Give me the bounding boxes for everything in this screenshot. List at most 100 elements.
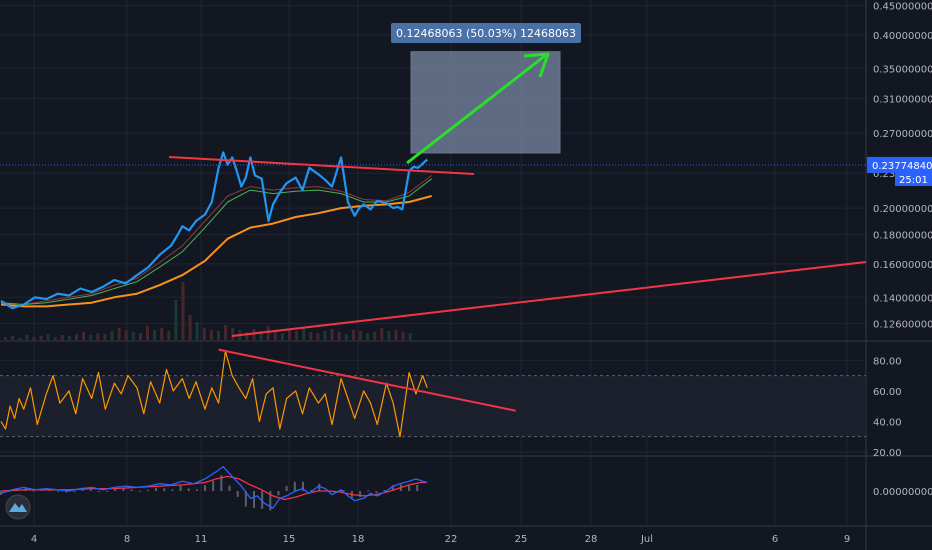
volume-bar: [224, 325, 228, 340]
volume-bar: [124, 330, 128, 340]
macd-histogram-bar: [73, 491, 76, 492]
price-axis-tick: 0.27000000: [873, 129, 932, 140]
price-axis-tick: 0.18000000: [873, 230, 932, 241]
time-axis-tick: 4: [31, 534, 37, 545]
volume-bar: [408, 333, 412, 340]
price-series-line-0: [0, 151, 428, 310]
volume-bar: [302, 328, 306, 340]
volume-bar: [273, 332, 277, 340]
volume-bar: [138, 333, 142, 340]
volume-bar: [209, 330, 213, 340]
macd-histogram-bar: [342, 490, 345, 492]
macd-histogram-bar: [187, 488, 190, 491]
macd-histogram-bar: [391, 485, 394, 491]
macd-histogram-bar: [375, 491, 378, 493]
volume-bar: [323, 331, 327, 340]
volume-bar: [316, 333, 320, 340]
volume-bar: [46, 334, 50, 340]
macd-histogram-bar: [32, 490, 35, 492]
rsi-line: [0, 350, 428, 438]
volume-bar: [146, 326, 149, 340]
volume-bar: [259, 331, 263, 340]
macd-histogram-bar: [89, 489, 92, 491]
macd-histogram-bar: [122, 488, 125, 491]
macd-histogram-bar: [310, 490, 313, 492]
volume-bar: [195, 322, 199, 340]
macd-histogram-bar: [252, 491, 255, 508]
volume-bar: [366, 333, 370, 340]
price-axis-tick: 0.35000000: [873, 64, 932, 75]
time-axis-tick: 8: [124, 534, 130, 545]
volume-bar: [117, 328, 121, 340]
volume-bar: [401, 332, 405, 340]
price-axis-tick: 0.14000000: [873, 293, 932, 304]
countdown-label: 25:01: [899, 175, 928, 186]
volume-bar: [245, 332, 249, 340]
volume-bar: [103, 334, 107, 340]
macd-histogram-bar: [285, 485, 288, 491]
projection-arrow[interactable]: [406, 53, 547, 165]
time-axis-tick: 9: [844, 534, 850, 545]
macd-histogram-bar: [359, 491, 362, 498]
macd-histogram-bar: [57, 491, 60, 492]
macd-pane: [0, 465, 428, 511]
volume-bar: [337, 332, 341, 340]
time-axis-tick: 6: [772, 534, 778, 545]
macd-histogram-bar: [65, 491, 68, 493]
rsi-axis-tick: 60.00: [873, 387, 902, 398]
volume-bar: [181, 282, 185, 340]
resistance-trendline[interactable]: [168, 156, 475, 175]
macd-histogram-bar: [228, 485, 231, 491]
volume-bar: [359, 331, 362, 340]
time-axis-tick: 28: [585, 534, 598, 545]
time-axis-tick: 22: [445, 534, 458, 545]
macd-histogram-bar: [155, 488, 158, 491]
volume-bar: [160, 328, 164, 340]
rsi-band-fill: [0, 375, 866, 437]
macd-histogram-bar: [212, 480, 215, 491]
volume-layer: [4, 282, 412, 340]
projection-arrow-head: [523, 52, 550, 78]
support-trendline[interactable]: [231, 261, 867, 337]
volume-bar: [75, 334, 78, 340]
logo[interactable]: [5, 494, 31, 520]
macd-histogram-bar: [138, 490, 141, 492]
volume-bar: [387, 331, 391, 340]
volume-bar: [82, 332, 86, 340]
macd-histogram-bar: [97, 491, 100, 492]
logo-icon: [9, 503, 27, 512]
macd-histogram-bar: [163, 488, 166, 491]
volume-bar: [266, 326, 270, 340]
rsi-trendline[interactable]: [218, 348, 516, 412]
volume-bar: [188, 315, 192, 340]
macd-histogram-bar: [114, 488, 117, 491]
volume-bar: [18, 338, 22, 340]
volume-bar: [231, 328, 235, 340]
volume-bar: [53, 337, 57, 340]
measurement-label-box: [391, 23, 581, 43]
macd-histogram-bar: [416, 484, 419, 491]
volume-bar: [344, 334, 348, 340]
drawings-layer: 0.12468063 (50.03%) 12468063: [168, 23, 867, 337]
macd-histogram-bar: [244, 491, 247, 507]
macd-histogram-bar: [408, 485, 411, 491]
volume-bar: [39, 336, 43, 340]
rsi-pane: [0, 348, 866, 438]
macd-histogram-bar: [318, 483, 321, 491]
volume-bar: [25, 335, 29, 340]
price-axis-tick: 0.45000000: [873, 1, 932, 12]
macd-histogram-bar: [236, 491, 239, 497]
last-price-badge-box: [867, 156, 932, 173]
price-axis-tick: 0.12600000: [873, 320, 932, 331]
volume-bar: [280, 333, 284, 340]
macd-histogram-bar: [8, 491, 11, 492]
macd-histogram-bar: [146, 490, 149, 492]
volume-bar: [89, 335, 93, 340]
volume-bar: [32, 337, 36, 340]
macd-line: [0, 465, 428, 509]
volume-bar: [202, 328, 206, 340]
rsi-axis-tick: 80.00: [873, 356, 902, 367]
volume-bar: [295, 331, 299, 340]
price-series-line-3: [0, 175, 433, 305]
